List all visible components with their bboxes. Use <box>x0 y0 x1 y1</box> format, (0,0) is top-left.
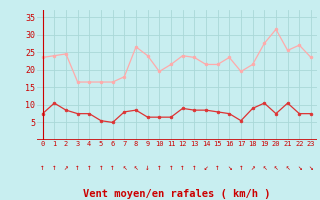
Text: ↑: ↑ <box>180 163 185 172</box>
Text: ↖: ↖ <box>262 163 267 172</box>
Text: ↖: ↖ <box>274 163 278 172</box>
Text: ↑: ↑ <box>87 163 92 172</box>
Text: ↑: ↑ <box>52 163 57 172</box>
Text: ↘: ↘ <box>227 163 232 172</box>
Text: Vent moyen/en rafales ( km/h ): Vent moyen/en rafales ( km/h ) <box>83 189 270 199</box>
Text: ↑: ↑ <box>239 163 243 172</box>
Text: ↗: ↗ <box>250 163 255 172</box>
Text: ↖: ↖ <box>122 163 127 172</box>
Text: ↘: ↘ <box>309 163 313 172</box>
Text: ↓: ↓ <box>145 163 150 172</box>
Text: ↑: ↑ <box>215 163 220 172</box>
Text: ↘: ↘ <box>297 163 302 172</box>
Text: ↑: ↑ <box>99 163 103 172</box>
Text: ↑: ↑ <box>169 163 173 172</box>
Text: ↙: ↙ <box>204 163 208 172</box>
Text: ↖: ↖ <box>285 163 290 172</box>
Text: ↑: ↑ <box>157 163 162 172</box>
Text: ↗: ↗ <box>64 163 68 172</box>
Text: ↑: ↑ <box>192 163 196 172</box>
Text: ↖: ↖ <box>134 163 138 172</box>
Text: ↑: ↑ <box>75 163 80 172</box>
Text: ↑: ↑ <box>40 163 45 172</box>
Text: ↑: ↑ <box>110 163 115 172</box>
